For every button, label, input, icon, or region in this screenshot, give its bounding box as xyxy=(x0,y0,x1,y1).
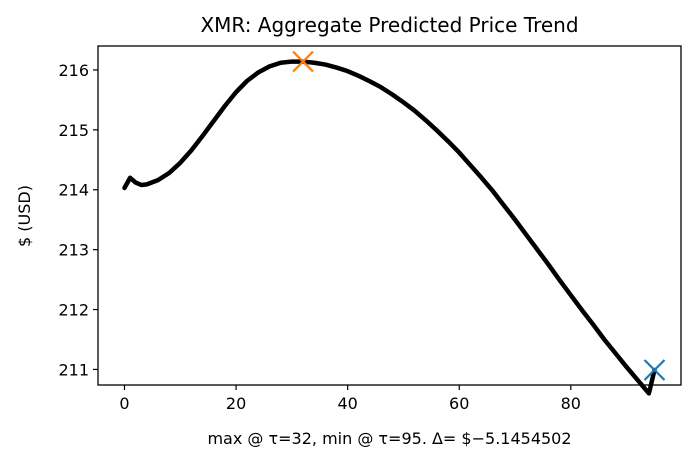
y-axis: 211 212 213 214 215 216 xyxy=(58,61,98,379)
x-tick-label: 80 xyxy=(561,394,581,413)
x-tick-label: 0 xyxy=(119,394,129,413)
x-tick-label: 40 xyxy=(337,394,357,413)
y-tick-label: 215 xyxy=(58,121,89,140)
y-tick-label: 214 xyxy=(58,181,89,200)
chart-title: XMR: Aggregate Predicted Price Trend xyxy=(200,13,578,37)
x-tick-label: 20 xyxy=(226,394,246,413)
series-line-0 xyxy=(122,59,657,396)
line-layer xyxy=(122,59,657,396)
plot-frame xyxy=(97,45,682,386)
y-tick-label: 212 xyxy=(58,301,89,320)
x-axis-label: max @ τ=32, min @ τ=95. Δ= $−5.1454502 xyxy=(207,429,571,448)
x-marker-1 xyxy=(643,359,666,381)
x-tick-label: 60 xyxy=(449,394,469,413)
marker-layer xyxy=(292,50,666,381)
y-axis-label: $ (USD) xyxy=(15,185,34,247)
y-tick-label: 211 xyxy=(58,360,89,379)
x-marker-0 xyxy=(292,50,314,73)
plot-background xyxy=(98,46,681,385)
y-tick-label: 213 xyxy=(58,241,89,260)
y-tick-label: 216 xyxy=(58,61,89,80)
x-axis: 0 20 40 60 80 xyxy=(119,385,581,413)
